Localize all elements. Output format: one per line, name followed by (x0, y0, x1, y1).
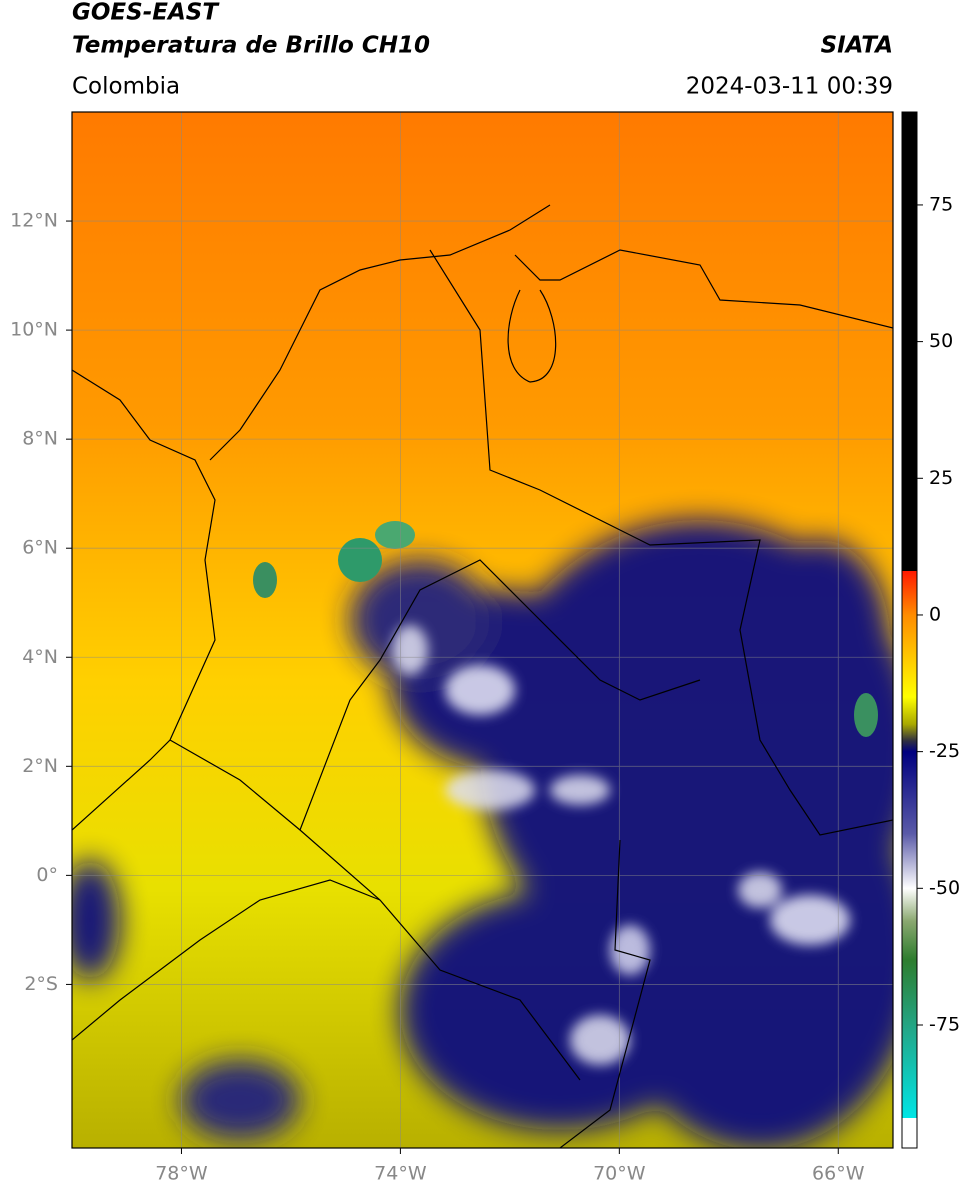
y-tick-label: 8°N (22, 428, 58, 450)
y-tick-label: 10°N (10, 319, 58, 341)
region: Colombia (72, 74, 180, 100)
y-tick-label: 2°N (22, 755, 58, 777)
colorbar-tick-label: 50 (929, 330, 953, 352)
colorbar-tick-label: 75 (929, 193, 953, 215)
title: GOES-EAST (72, 0, 220, 26)
x-tick-label: 74°W (374, 1163, 427, 1185)
x-tick-label: 78°W (155, 1163, 208, 1185)
timestamp: 2024-03-11 00:39 (686, 74, 893, 100)
colorbar (901, 111, 918, 1149)
x-tick-label: 70°W (593, 1163, 646, 1185)
colorbar-tick-label: 25 (929, 467, 953, 489)
colorbar-tick-label: -25 (929, 740, 960, 762)
x-tick-label: 66°W (812, 1163, 865, 1185)
y-tick-label: 0° (36, 864, 58, 886)
subtitle: Temperatura de Brillo CH10 (72, 33, 430, 59)
y-tick-label: 4°N (22, 646, 58, 668)
y-tick-label: 6°N (22, 537, 58, 559)
source: SIATA (821, 33, 893, 59)
y-tick-label: 2°S (24, 973, 58, 995)
colorbar-tick-label: 0 (929, 603, 941, 625)
grid (72, 112, 893, 1148)
colorbar-tick-label: -75 (929, 1013, 960, 1035)
colorbar-tick-label: -50 (929, 877, 960, 899)
map-frame (71, 111, 894, 1149)
satellite-image (72, 112, 893, 1148)
y-tick-label: 12°N (10, 210, 58, 232)
